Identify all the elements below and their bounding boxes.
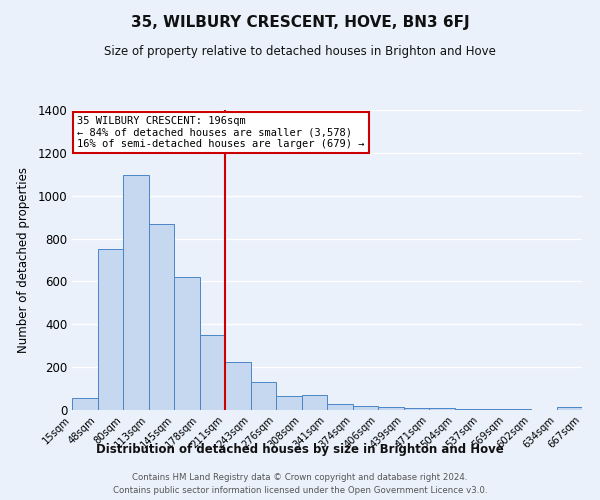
Bar <box>455 409 480 410</box>
Y-axis label: Number of detached properties: Number of detached properties <box>17 167 31 353</box>
Text: Contains public sector information licensed under the Open Government Licence v3: Contains public sector information licen… <box>113 486 487 495</box>
Bar <box>404 408 429 410</box>
Bar <box>149 224 174 410</box>
Bar <box>199 336 225 410</box>
Text: 35 WILBURY CRESCENT: 196sqm
← 84% of detached houses are smaller (3,578)
16% of : 35 WILBURY CRESCENT: 196sqm ← 84% of det… <box>77 116 365 149</box>
Bar <box>276 396 302 410</box>
Bar <box>123 176 149 410</box>
Bar <box>327 404 353 410</box>
Bar <box>97 250 123 410</box>
Bar <box>480 409 505 410</box>
Bar <box>302 396 327 410</box>
Bar <box>72 398 97 410</box>
Text: Distribution of detached houses by size in Brighton and Hove: Distribution of detached houses by size … <box>96 442 504 456</box>
Text: 35, WILBURY CRESCENT, HOVE, BN3 6FJ: 35, WILBURY CRESCENT, HOVE, BN3 6FJ <box>131 15 469 30</box>
Text: Size of property relative to detached houses in Brighton and Hove: Size of property relative to detached ho… <box>104 45 496 58</box>
Bar <box>429 408 455 410</box>
Bar <box>557 407 582 410</box>
Bar <box>353 406 378 410</box>
Bar <box>378 407 404 410</box>
Text: Contains HM Land Registry data © Crown copyright and database right 2024.: Contains HM Land Registry data © Crown c… <box>132 472 468 482</box>
Bar <box>251 382 276 410</box>
Bar <box>225 362 251 410</box>
Bar <box>174 277 199 410</box>
